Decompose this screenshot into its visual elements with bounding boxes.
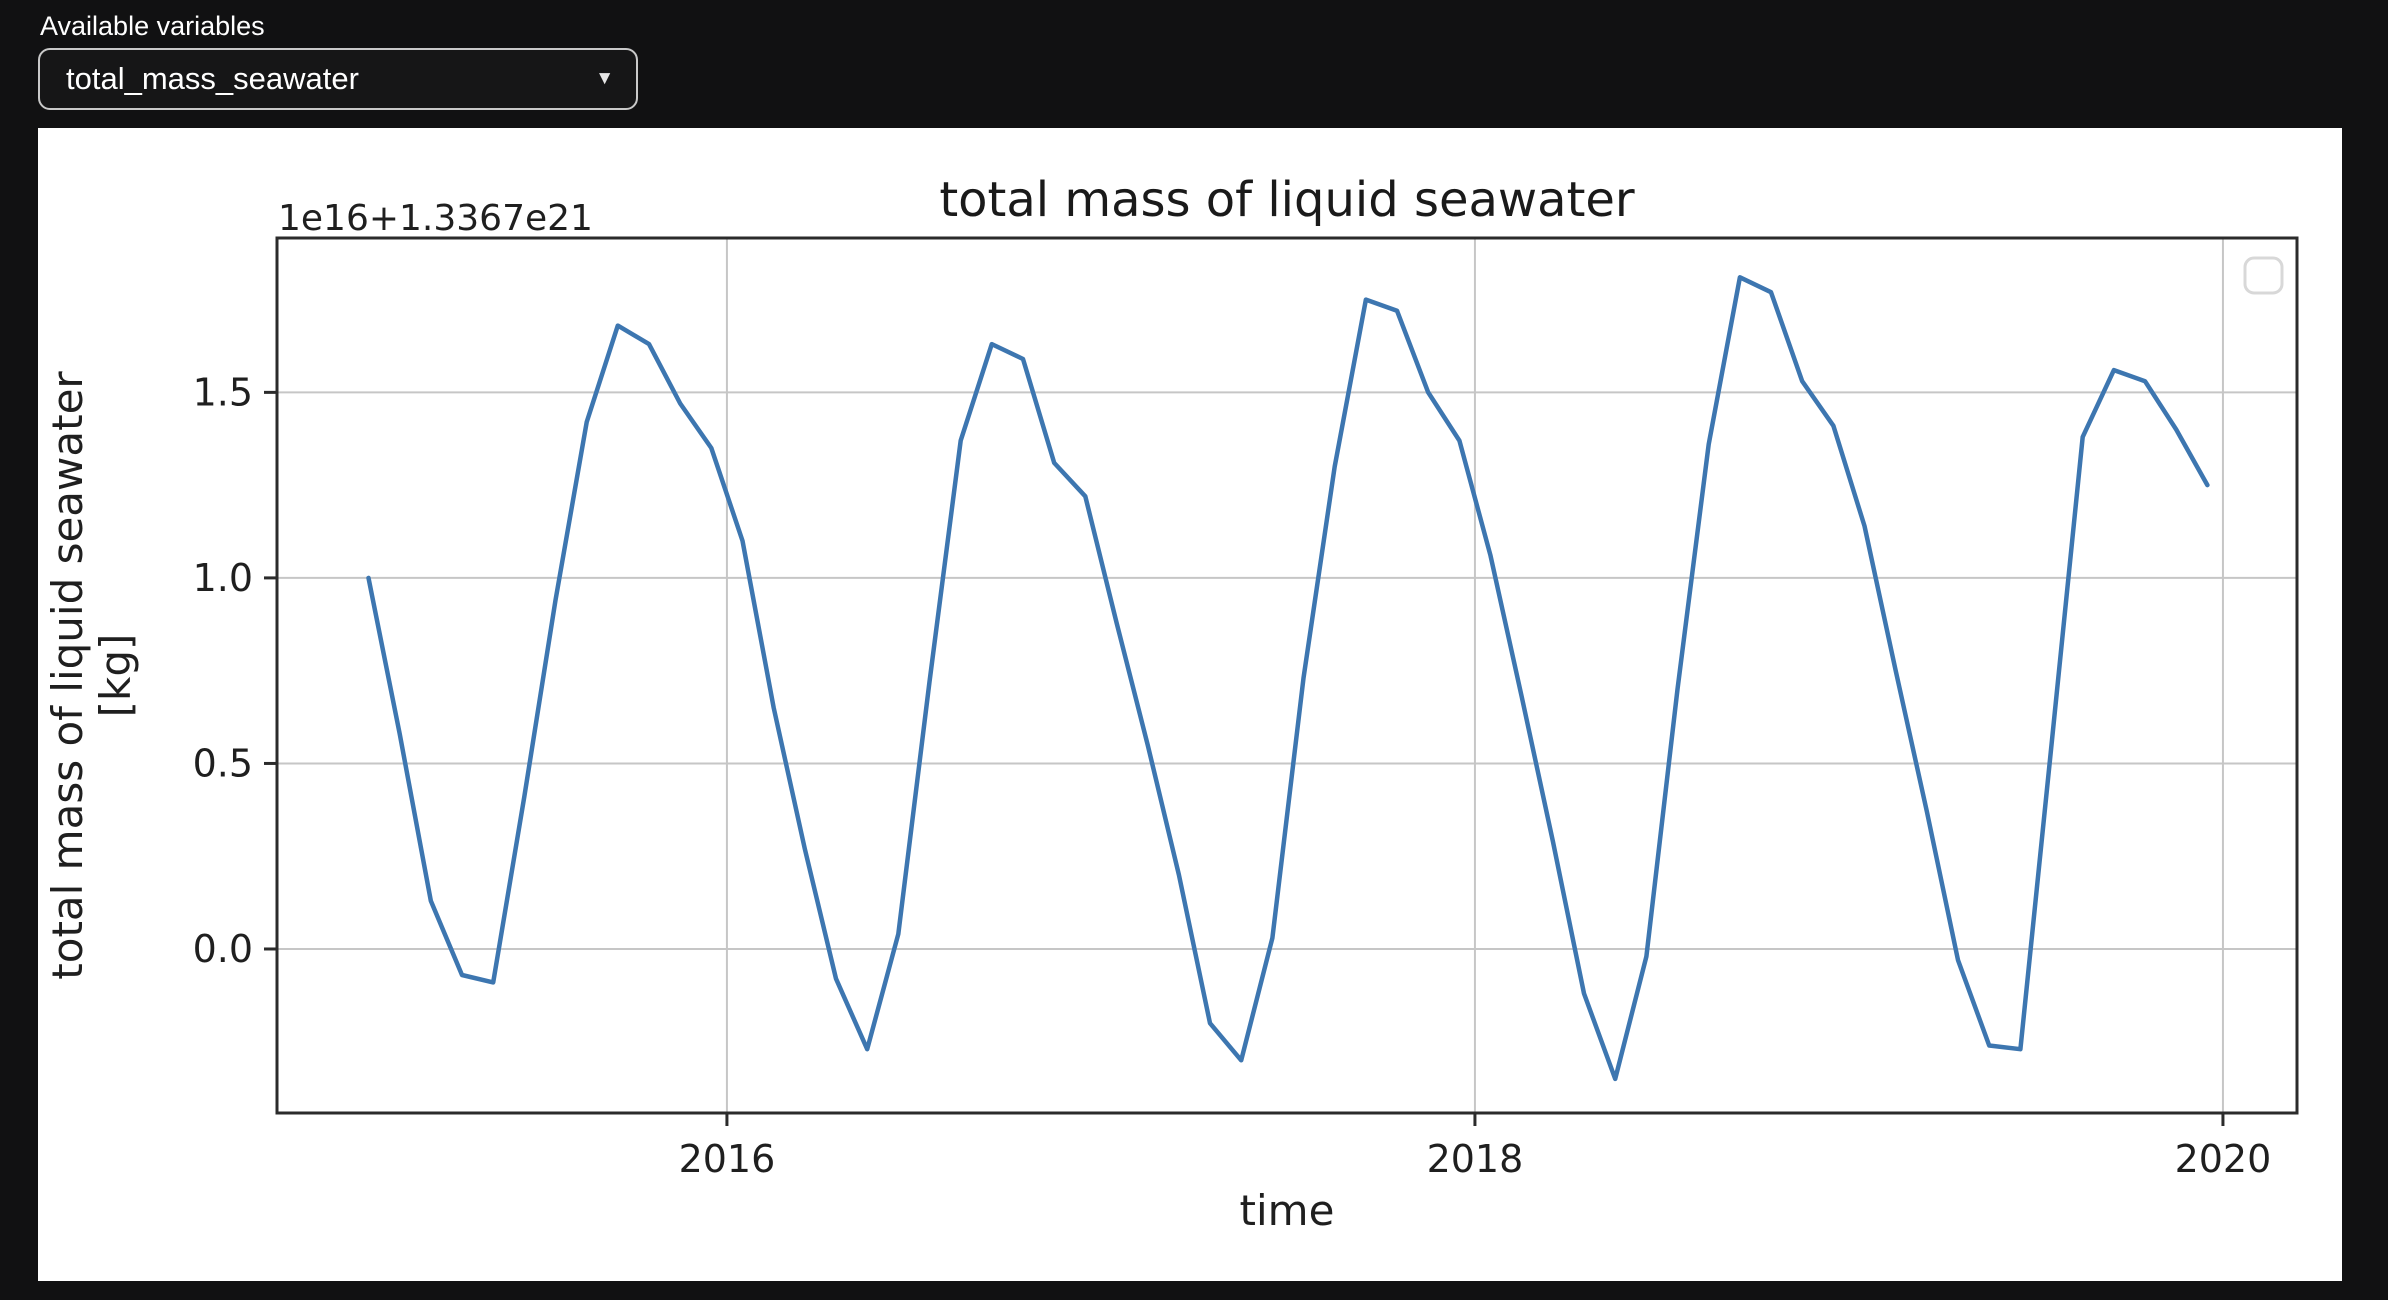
y-tick-label: 1.5 — [193, 370, 253, 414]
axes-spines — [275, 236, 2299, 1115]
x-tick-label: 2020 — [2175, 1137, 2272, 1181]
y-tick-label: 0.5 — [193, 741, 253, 785]
y-tick-label: 0.0 — [193, 927, 253, 971]
chevron-down-icon: ▼ — [595, 68, 614, 89]
x-axis-label: time — [1240, 1186, 1335, 1235]
y-axis-label-line: total mass of liquid seawater — [43, 371, 92, 980]
variable-dropdown-value: total_mass_seawater — [66, 61, 359, 96]
variable-dropdown[interactable]: total_mass_seawater ▼ — [38, 48, 638, 110]
y-axis-label-line: [kg] — [91, 634, 140, 718]
data-line-series — [366, 275, 2210, 1082]
axis-offset-text: 1e16+1.3367e21 — [278, 198, 593, 239]
chart-title: total mass of liquid seawater — [939, 172, 1635, 228]
x-tick-label: 2016 — [679, 1137, 776, 1181]
available-variables-label: Available variables — [40, 11, 265, 41]
x-tick-label: 2018 — [1427, 1137, 1524, 1181]
legend-box — [2243, 256, 2284, 295]
plot-figure: 2016 2018 2020 0.0 0.5 1.0 1.5 total mass of li… — [38, 128, 2342, 1281]
y-tick-label: 1.0 — [193, 556, 253, 600]
seawater-line-chart: 2016 2018 2020 0.0 0.5 1.0 1.5 total mass of li… — [43, 172, 2299, 1235]
